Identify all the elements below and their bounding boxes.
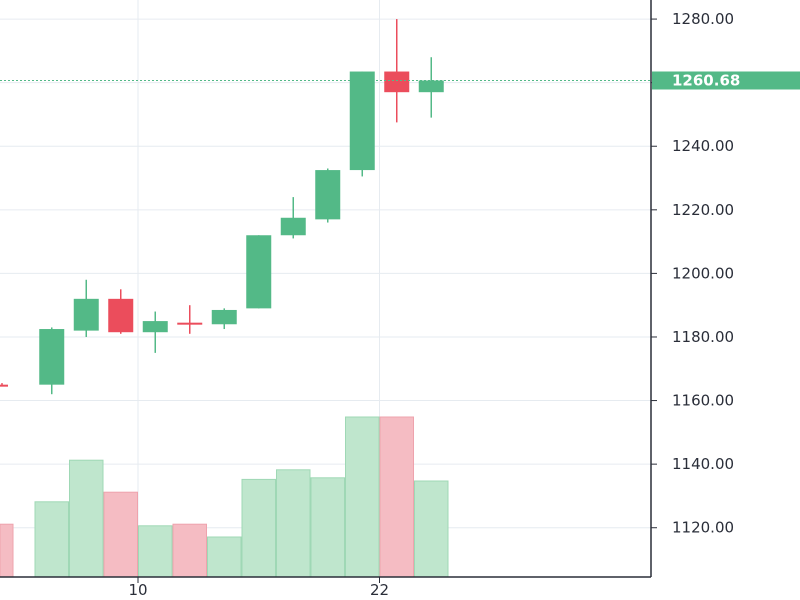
- price-axis-label: 1180.00: [672, 328, 734, 346]
- time-axis-label: 22: [370, 581, 389, 599]
- volume-bar: [345, 416, 380, 578]
- candles: [0, 19, 444, 395]
- volume-bar: [310, 477, 345, 578]
- price-axis-label: 1220.00: [672, 201, 734, 219]
- candle-body: [39, 329, 65, 385]
- volume-bar: [0, 523, 14, 578]
- candle-body: [211, 309, 237, 325]
- volume-bars: [0, 416, 449, 578]
- volume-bar: [414, 480, 449, 578]
- last-price-tag-background: [652, 71, 800, 90]
- volume-bar: [69, 459, 104, 578]
- candle-body: [418, 80, 444, 93]
- candle-body: [142, 321, 168, 333]
- volume-bar: [207, 536, 242, 578]
- candle-body: [349, 71, 375, 171]
- price-axis-label: 1200.00: [672, 264, 734, 282]
- price-axis-label: 1120.00: [672, 519, 734, 537]
- volume-bar: [172, 523, 207, 578]
- candle-body: [384, 71, 410, 93]
- candle-body: [177, 322, 203, 325]
- volume-bar: [103, 491, 138, 578]
- price-axis-label: 1140.00: [672, 455, 734, 473]
- last-price-label: 1260.68: [672, 71, 740, 89]
- volume-bar: [379, 416, 414, 578]
- last-price-tag: 1260.68: [652, 71, 800, 90]
- volume-bar: [241, 478, 276, 578]
- time-axis[interactable]: 10 22: [128, 577, 389, 599]
- candle-body: [73, 298, 99, 331]
- price-axis-label: 1240.00: [672, 137, 734, 155]
- volume-bar: [138, 525, 173, 578]
- candle-body: [315, 170, 341, 220]
- price-axis-label: 1280.00: [672, 10, 734, 28]
- volume-bar: [34, 501, 69, 578]
- candle-body: [108, 298, 134, 333]
- price-axis-label: 1160.00: [672, 392, 734, 410]
- time-axis-label: 10: [128, 581, 147, 599]
- volume-bar: [276, 469, 311, 578]
- candle-body: [246, 235, 272, 309]
- candle-body: [0, 384, 8, 387]
- candle-body: [280, 217, 306, 236]
